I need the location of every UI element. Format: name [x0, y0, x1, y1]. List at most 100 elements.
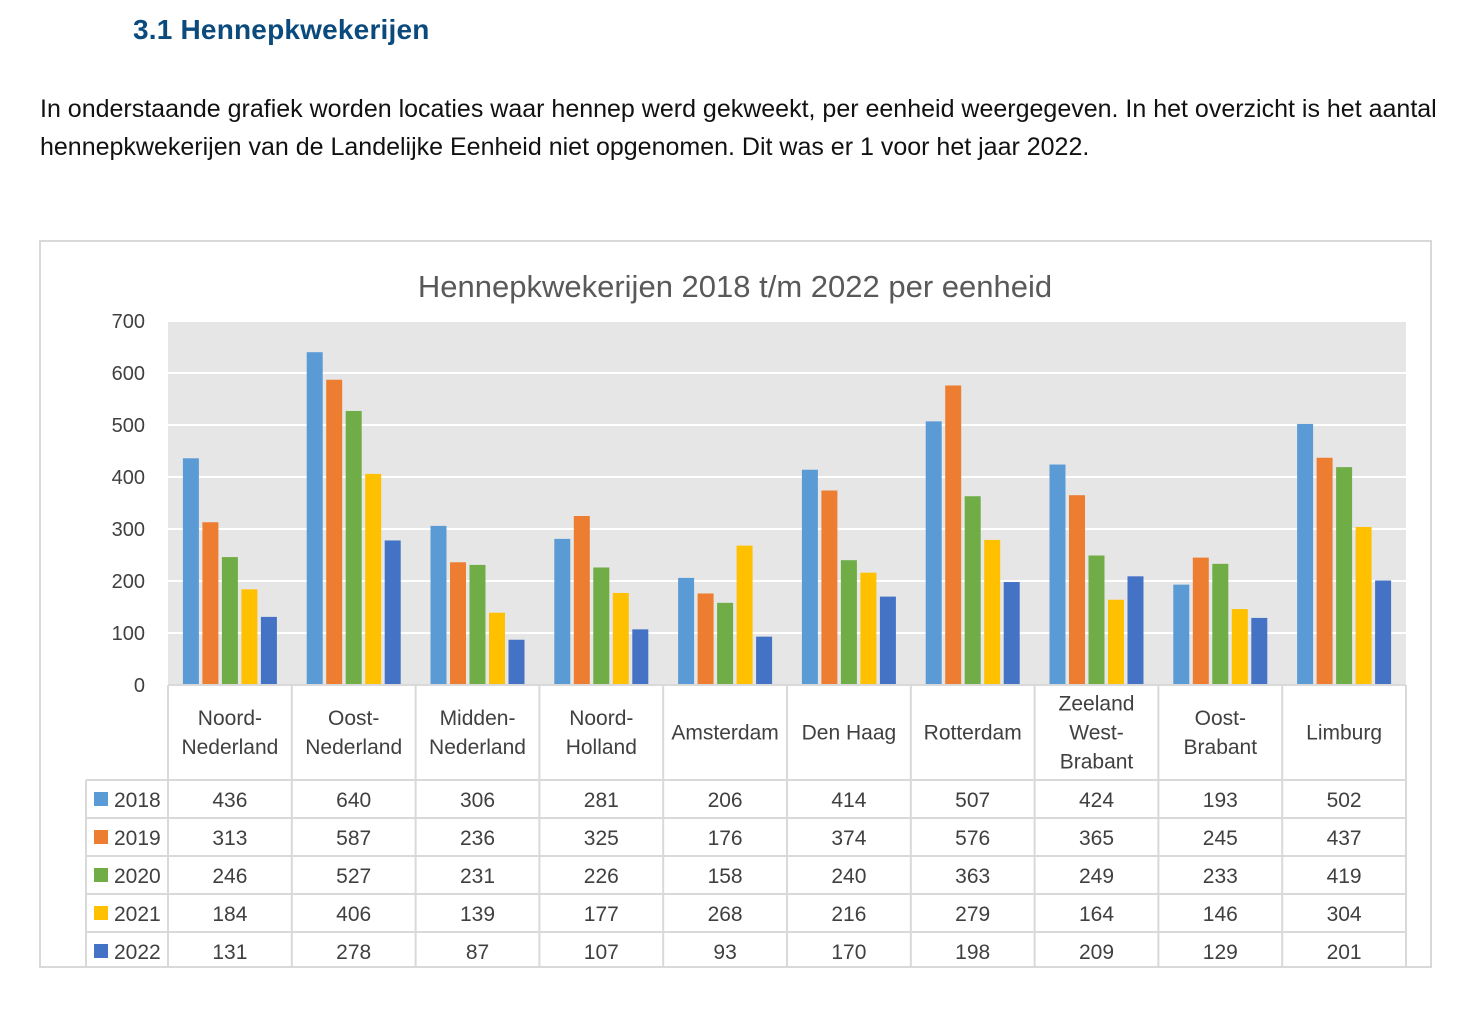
bar-2021-7 — [1108, 599, 1124, 685]
legend-label: 2019 — [114, 827, 161, 850]
data-cell: 374 — [831, 827, 866, 850]
category-label: Midden- — [440, 707, 516, 730]
bar-2022-7 — [1127, 576, 1144, 685]
bar-2022-6 — [1003, 582, 1020, 685]
bar-2021-5 — [860, 572, 877, 685]
y-tick-label: 100 — [112, 623, 145, 645]
bar-2020-2 — [469, 564, 486, 685]
bar-2020-0 — [221, 557, 238, 685]
category-label: Rotterdam — [924, 722, 1022, 745]
bar-2018-3 — [554, 538, 571, 685]
legend-key-2020 — [94, 868, 108, 882]
data-cell: 424 — [1079, 789, 1114, 812]
bar-2020-8 — [1212, 563, 1229, 685]
data-cell: 249 — [1079, 865, 1114, 888]
legend-key-2018 — [94, 792, 108, 806]
data-cell: 129 — [1203, 941, 1238, 964]
category-label: Brabant — [1184, 736, 1258, 759]
data-cell: 146 — [1203, 903, 1238, 926]
bar-2019-0 — [202, 522, 219, 685]
data-cell: 437 — [1327, 827, 1362, 850]
data-cell: 198 — [955, 941, 990, 964]
data-cell: 363 — [955, 865, 990, 888]
data-cell: 93 — [713, 941, 736, 964]
bar-2022-9 — [1375, 580, 1392, 685]
bar-2021-4 — [736, 545, 753, 685]
category-label: Noord- — [198, 707, 262, 730]
bar-2022-8 — [1251, 617, 1268, 685]
data-cell: 240 — [831, 865, 866, 888]
data-cell: 313 — [212, 827, 247, 850]
bar-2018-1 — [306, 352, 323, 685]
bar-2021-6 — [984, 539, 1001, 685]
data-cell: 640 — [336, 789, 371, 812]
data-cell: 164 — [1079, 903, 1114, 926]
chart-title: Hennepkwekerijen 2018 t/m 2022 per eenhe… — [418, 269, 1052, 304]
data-cell: 209 — [1079, 941, 1114, 964]
data-cell: 139 — [460, 903, 495, 926]
legend-label: 2022 — [114, 941, 161, 964]
bar-2020-6 — [964, 496, 981, 685]
data-cell: 587 — [336, 827, 371, 850]
data-cell: 236 — [460, 827, 495, 850]
category-label: Den Haag — [802, 722, 897, 745]
legend-key-2021 — [94, 906, 108, 920]
y-tick-label: 400 — [112, 467, 145, 489]
y-tick-label: 0 — [134, 675, 145, 697]
data-cell: 281 — [584, 789, 619, 812]
data-cell: 268 — [708, 903, 743, 926]
bar-2019-3 — [573, 516, 590, 685]
bar-2022-5 — [879, 596, 896, 685]
bar-2021-8 — [1231, 609, 1248, 685]
bar-chart: Hennepkwekerijen 2018 t/m 2022 per eenhe… — [85, 269, 1407, 970]
data-cell: 177 — [584, 903, 619, 926]
category-label: Zeeland — [1059, 693, 1135, 716]
data-cell: 107 — [584, 941, 619, 964]
data-cell: 365 — [1079, 827, 1114, 850]
bar-2019-5 — [821, 490, 838, 685]
bar-2019-9 — [1316, 457, 1333, 685]
data-cell: 436 — [212, 789, 247, 812]
y-tick-label: 700 — [112, 311, 145, 333]
data-cell: 414 — [831, 789, 866, 812]
bar-2020-5 — [840, 560, 857, 685]
category-label: Oost- — [328, 707, 379, 730]
category-label: Nederland — [181, 736, 278, 759]
bar-2020-3 — [593, 567, 610, 685]
bar-2018-9 — [1297, 423, 1314, 685]
category-label: Holland — [566, 736, 637, 759]
y-tick-label: 500 — [112, 415, 145, 437]
bar-2021-0 — [241, 589, 258, 685]
bar-2021-9 — [1355, 526, 1372, 685]
bar-2022-0 — [260, 616, 277, 685]
legend-label: 2018 — [114, 789, 161, 812]
y-tick-label: 300 — [112, 519, 145, 541]
legend-label: 2021 — [114, 903, 161, 926]
bar-2019-6 — [945, 385, 962, 685]
bar-2019-7 — [1069, 495, 1085, 685]
data-cell: 279 — [955, 903, 990, 926]
bar-2020-4 — [717, 602, 734, 685]
category-label: Nederland — [429, 736, 526, 759]
data-cell: 201 — [1327, 941, 1362, 964]
category-label: Amsterdam — [671, 722, 778, 745]
data-cell: 306 — [460, 789, 495, 812]
data-cell: 278 — [336, 941, 371, 964]
category-label: Brabant — [1060, 751, 1134, 774]
bar-2019-4 — [697, 593, 714, 685]
data-cell: 507 — [955, 789, 990, 812]
bar-2019-2 — [450, 562, 466, 685]
bar-2020-9 — [1336, 467, 1353, 685]
data-cell: 325 — [584, 827, 619, 850]
bar-2018-7 — [1049, 464, 1066, 685]
data-cell: 527 — [336, 865, 371, 888]
data-cell: 176 — [708, 827, 743, 850]
bar-2018-4 — [678, 577, 695, 685]
bar-2019-1 — [326, 379, 343, 685]
bar-2020-1 — [345, 410, 362, 685]
data-cell: 502 — [1327, 789, 1362, 812]
y-tick-label: 600 — [112, 363, 145, 385]
category-label: Noord- — [569, 707, 633, 730]
data-cell: 576 — [955, 827, 990, 850]
category-label: Oost- — [1195, 707, 1246, 730]
